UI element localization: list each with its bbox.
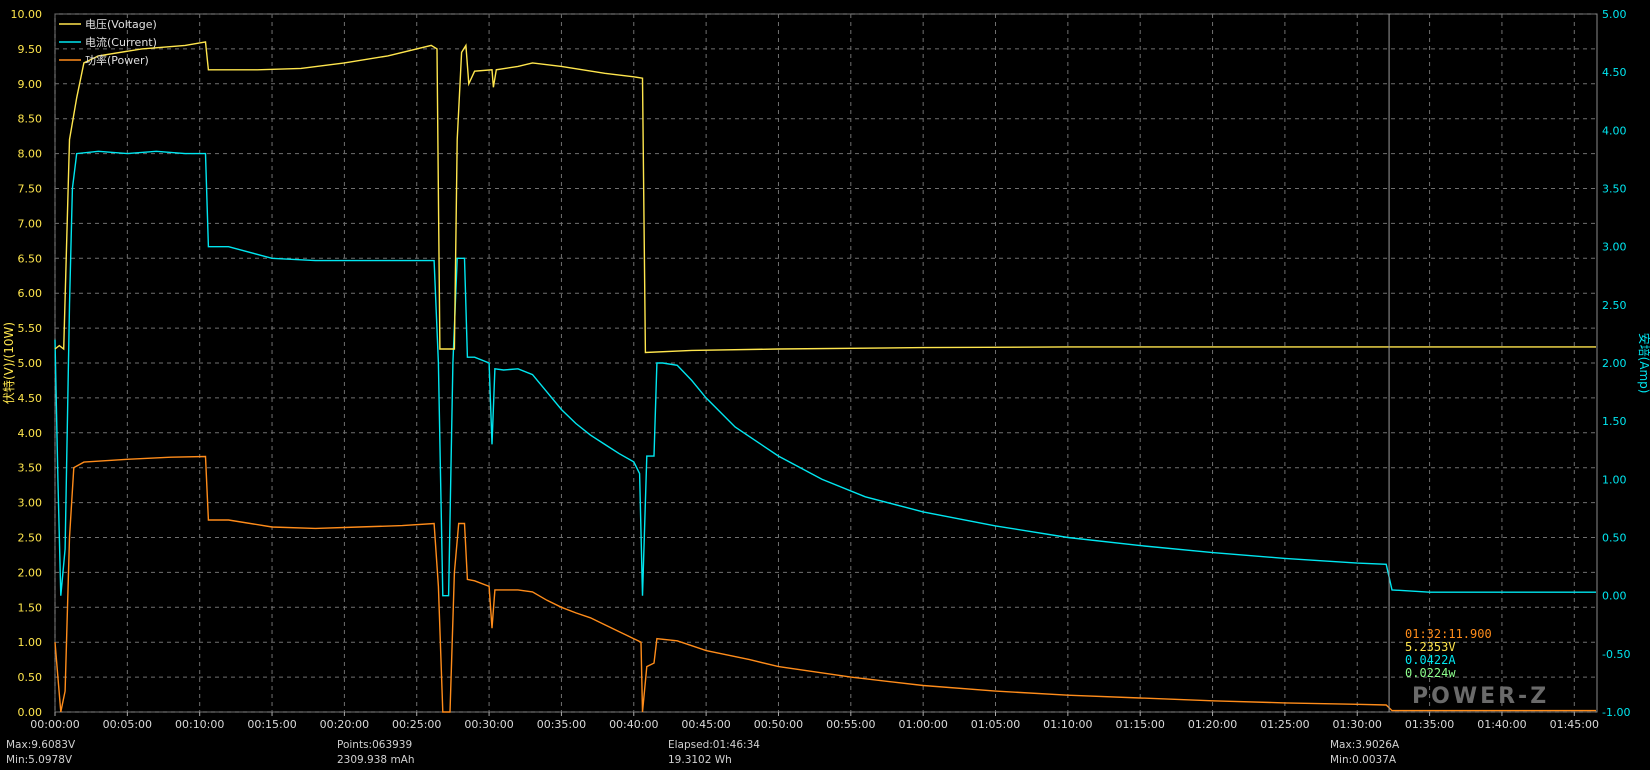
brand-logo: POWER-Z bbox=[1412, 684, 1550, 709]
y-right-tick-label: 2.50 bbox=[1602, 299, 1627, 312]
readout-current: 0.0422A bbox=[1405, 653, 1456, 667]
y-left-tick-label: 7.50 bbox=[18, 183, 43, 196]
y-left-tick-label: 1.50 bbox=[18, 601, 43, 614]
y-left-tick-label: 4.00 bbox=[18, 427, 43, 440]
y-left-tick-label: 7.00 bbox=[18, 217, 43, 230]
x-tick-label: 01:05:00 bbox=[971, 718, 1020, 731]
y-left-tick-label: 3.50 bbox=[18, 462, 43, 475]
x-tick-label: 01:10:00 bbox=[1043, 718, 1092, 731]
x-tick-label: 01:40:00 bbox=[1477, 718, 1526, 731]
energy: 19.3102 Wh bbox=[668, 754, 732, 766]
y-right-tick-label: 0.50 bbox=[1602, 532, 1627, 545]
capacity: 2309.938 mAh bbox=[337, 754, 415, 766]
y-left-tick-label: 6.00 bbox=[18, 287, 43, 300]
y-left-tick-label: 3.00 bbox=[18, 497, 43, 510]
x-tick-label: 00:45:00 bbox=[681, 718, 730, 731]
x-tick-label: 00:25:00 bbox=[392, 718, 441, 731]
x-tick-label: 01:25:00 bbox=[1260, 718, 1309, 731]
grid-lines bbox=[54, 13, 1598, 713]
y-left-tick-label: 2.00 bbox=[18, 566, 43, 579]
y-left-tick-label: 8.00 bbox=[18, 148, 43, 161]
min-voltage: Min:5.0978V bbox=[6, 754, 73, 766]
y-right-tick-label: 2.00 bbox=[1602, 357, 1627, 370]
voltage-stats: Max:9.6083V Min:5.0978V bbox=[6, 738, 75, 770]
y-axis-right-label: 安培(Amp) bbox=[1637, 333, 1650, 394]
y-left-tick-label: 10.00 bbox=[11, 8, 43, 21]
legend-label: 电压(Voltage) bbox=[85, 18, 157, 31]
readout-power: 0.0224w bbox=[1405, 666, 1456, 680]
min-current: Min:0.0037A bbox=[1330, 754, 1397, 766]
chart: 00:00:00 00:05:00 00:10:00 00:15:00 00:20:00… bbox=[1, 8, 1650, 731]
y-right-tick-label: 4.50 bbox=[1602, 66, 1627, 79]
y-right-tick-label: 3.00 bbox=[1602, 241, 1627, 254]
x-tick-label: 00:55:00 bbox=[826, 718, 875, 731]
y-left-tick-label: 1.00 bbox=[18, 636, 43, 649]
y-left-tick-label: 4.50 bbox=[18, 392, 43, 405]
y-right-tick-label: -1.00 bbox=[1602, 706, 1630, 719]
x-tick-label: 00:00:00 bbox=[30, 718, 79, 731]
y-left-tick-label: 5.00 bbox=[18, 357, 43, 370]
x-tick-label: 01:45:00 bbox=[1550, 718, 1599, 731]
y-left-tick-label: 9.50 bbox=[18, 43, 43, 56]
y-right-tick-label: 1.50 bbox=[1602, 415, 1627, 428]
y-right-tick-label: -0.50 bbox=[1602, 648, 1630, 661]
y-axis-left-label: 伏特(V)/(10W) bbox=[1, 322, 16, 404]
y-left-tick-label: 6.50 bbox=[18, 252, 43, 265]
max-voltage: Max:9.6083V bbox=[6, 739, 76, 751]
y-left-tick-label: 2.50 bbox=[18, 532, 43, 545]
series-layer bbox=[54, 41, 1596, 713]
x-tick-label: 00:35:00 bbox=[537, 718, 586, 731]
y-right-tick-label: 4.00 bbox=[1602, 124, 1627, 137]
legend: 电压(Voltage) 电流(Current) 功率(Power) bbox=[59, 18, 157, 67]
x-tick-label: 00:40:00 bbox=[609, 718, 658, 731]
y-right-tick-label: 1.00 bbox=[1602, 473, 1627, 486]
x-tick-label: 00:15:00 bbox=[247, 718, 296, 731]
y-right-tick-label: 3.50 bbox=[1602, 183, 1627, 196]
current-stats: Max:3.9026A Min:0.0037A bbox=[1330, 738, 1399, 770]
max-current: Max:3.9026A bbox=[1330, 739, 1400, 751]
y-right-tick-label: 5.00 bbox=[1602, 8, 1627, 21]
x-tick-label: 01:15:00 bbox=[1115, 718, 1164, 731]
y-left-tick-label: 5.50 bbox=[18, 322, 43, 335]
y-left-tick-label: 0.50 bbox=[18, 671, 43, 684]
x-axis: 00:00:00 00:05:00 00:10:00 00:15:00 00:20:00… bbox=[30, 712, 1599, 731]
points-count: Points:063939 bbox=[337, 739, 413, 751]
x-tick-label: 00:05:00 bbox=[103, 718, 152, 731]
elapsed-stats: Elapsed:01:46:34 19.3102 Wh bbox=[668, 738, 760, 770]
x-tick-label: 00:50:00 bbox=[754, 718, 803, 731]
x-tick-label: 00:20:00 bbox=[320, 718, 369, 731]
points-stats: Points:063939 2309.938 mAh bbox=[337, 738, 415, 770]
y-axis-right: -1.00 -0.50 0.00 0.50 1.00 1.50 2.00 2.50 3.00 3.… bbox=[1602, 8, 1630, 719]
x-tick-label: 01:00:00 bbox=[898, 718, 947, 731]
series-line-voltage bbox=[54, 41, 1596, 354]
y-left-tick-label: 8.50 bbox=[18, 113, 43, 126]
series-line-power bbox=[54, 455, 1596, 713]
readout-voltage: 5.2353V bbox=[1405, 640, 1456, 654]
y-left-tick-label: 9.00 bbox=[18, 78, 43, 91]
x-tick-label: 00:10:00 bbox=[175, 718, 224, 731]
y-right-tick-label: 0.00 bbox=[1602, 590, 1627, 603]
y-axis-left: 0.00 0.50 1.00 1.50 2.00 2.50 3.00 3.50 4.00 4.50… bbox=[11, 8, 43, 719]
x-tick-label: 00:30:00 bbox=[464, 718, 513, 731]
legend-label: 功率(Power) bbox=[85, 53, 149, 67]
cursor-readout: 01:32:11.900 5.2353V 0.0422A 0.0224w bbox=[1405, 628, 1492, 680]
y-left-tick-label: 0.00 bbox=[18, 706, 43, 719]
x-tick-label: 01:35:00 bbox=[1405, 718, 1454, 731]
legend-label: 电流(Current) bbox=[85, 35, 157, 49]
x-tick-label: 01:20:00 bbox=[1188, 718, 1237, 731]
elapsed-time: Elapsed:01:46:34 bbox=[668, 739, 760, 751]
series-line-current bbox=[54, 150, 1596, 597]
readout-time: 01:32:11.900 bbox=[1405, 627, 1492, 641]
x-tick-label: 01:30:00 bbox=[1333, 718, 1382, 731]
